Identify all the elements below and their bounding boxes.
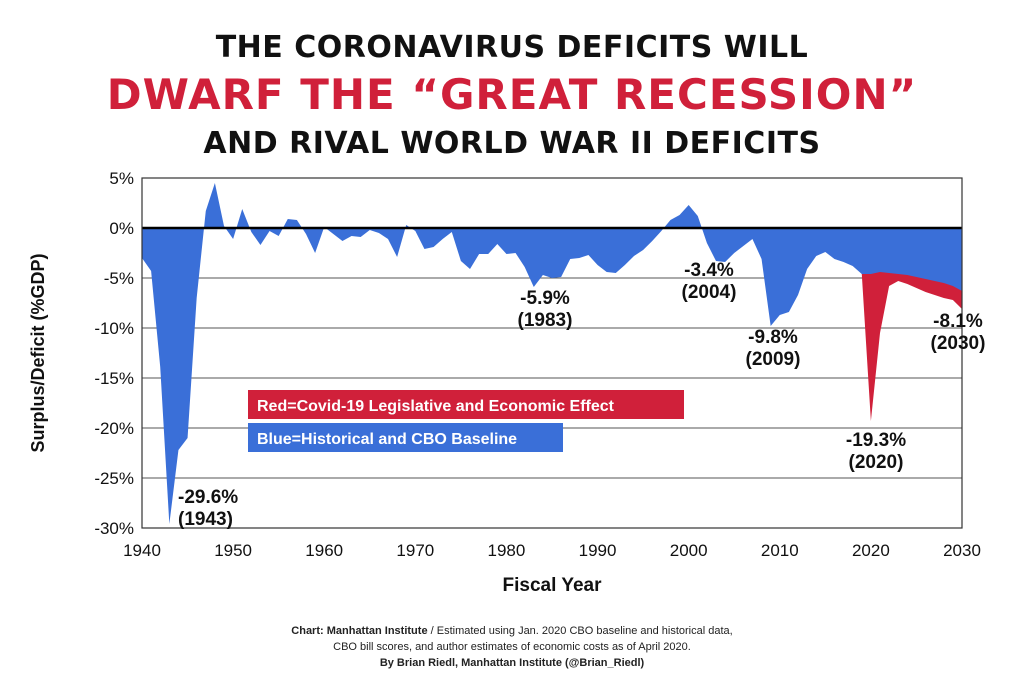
annotation-year: (2004) xyxy=(682,282,737,303)
baseline-area xyxy=(142,183,962,524)
plot-frame xyxy=(141,177,963,529)
y-tick-label: -15% xyxy=(94,369,134,388)
y-tick-label: 5% xyxy=(109,169,134,188)
legend-swatch xyxy=(248,390,684,419)
legend-label: Red=Covid-19 Legislative and Economic Ef… xyxy=(257,398,615,415)
y-tick-label: -30% xyxy=(94,519,134,538)
x-tick-label: 2000 xyxy=(670,541,708,560)
footer-source: Chart: Manhattan Institute / Estimated u… xyxy=(0,624,1024,639)
y-tick-label: 0% xyxy=(109,219,134,238)
x-tick-label: 2010 xyxy=(761,541,799,560)
annotation-value: -19.3% xyxy=(846,430,906,451)
annotation-year: (2009) xyxy=(746,349,801,370)
x-tick-label: 1980 xyxy=(488,541,526,560)
x-tick-label: 1950 xyxy=(214,541,252,560)
y-tick-label: -5% xyxy=(104,269,134,288)
annotation-value: -9.8% xyxy=(748,327,798,348)
x-tick-label: 1990 xyxy=(579,541,617,560)
footer-note-2: CBO bill scores, and author estimates of… xyxy=(333,641,691,653)
y-tick-label: -10% xyxy=(94,319,134,338)
x-axis-title: Fiscal Year xyxy=(503,575,603,596)
x-tick-label: 2020 xyxy=(852,541,890,560)
footer-byline: By Brian Riedl, Manhattan Institute (@Br… xyxy=(379,657,645,669)
annotation-year: (2030) xyxy=(931,333,986,354)
annotation-year: (1983) xyxy=(518,310,573,331)
x-tick-label: 2030 xyxy=(943,541,981,560)
legend-swatch xyxy=(248,423,563,452)
annotation-year: (2020) xyxy=(849,452,904,473)
x-tick-label: 1960 xyxy=(305,541,343,560)
footer-note-1: Estimated using Jan. 2020 CBO baseline a… xyxy=(436,625,733,637)
annotation-value: -29.6% xyxy=(178,487,238,508)
legend-label: Blue=Historical and CBO Baseline xyxy=(257,431,517,448)
x-tick-label: 1970 xyxy=(396,541,434,560)
y-tick-label: -25% xyxy=(94,469,134,488)
annotation-value: -3.4% xyxy=(684,260,734,281)
x-tick-label: 1940 xyxy=(123,541,161,560)
chart-title-line3: AND RIVAL WORLD WAR II DEFICITS xyxy=(203,126,821,161)
annotation-value: -5.9% xyxy=(520,288,570,309)
footer-source-label: Chart: Manhattan Institute xyxy=(291,625,428,637)
y-tick-label: -20% xyxy=(94,419,134,438)
y-axis-title: Surplus/Deficit (%GDP) xyxy=(28,253,48,452)
footer-source-sep: / xyxy=(430,625,434,637)
chart-title-line2: DWARF THE “GREAT RECESSION” xyxy=(106,70,918,119)
annotation-value: -8.1% xyxy=(933,311,983,332)
chart-title-line1: THE CORONAVIRUS DEFICITS WILL xyxy=(215,30,809,65)
annotation-year: (1943) xyxy=(178,509,233,530)
